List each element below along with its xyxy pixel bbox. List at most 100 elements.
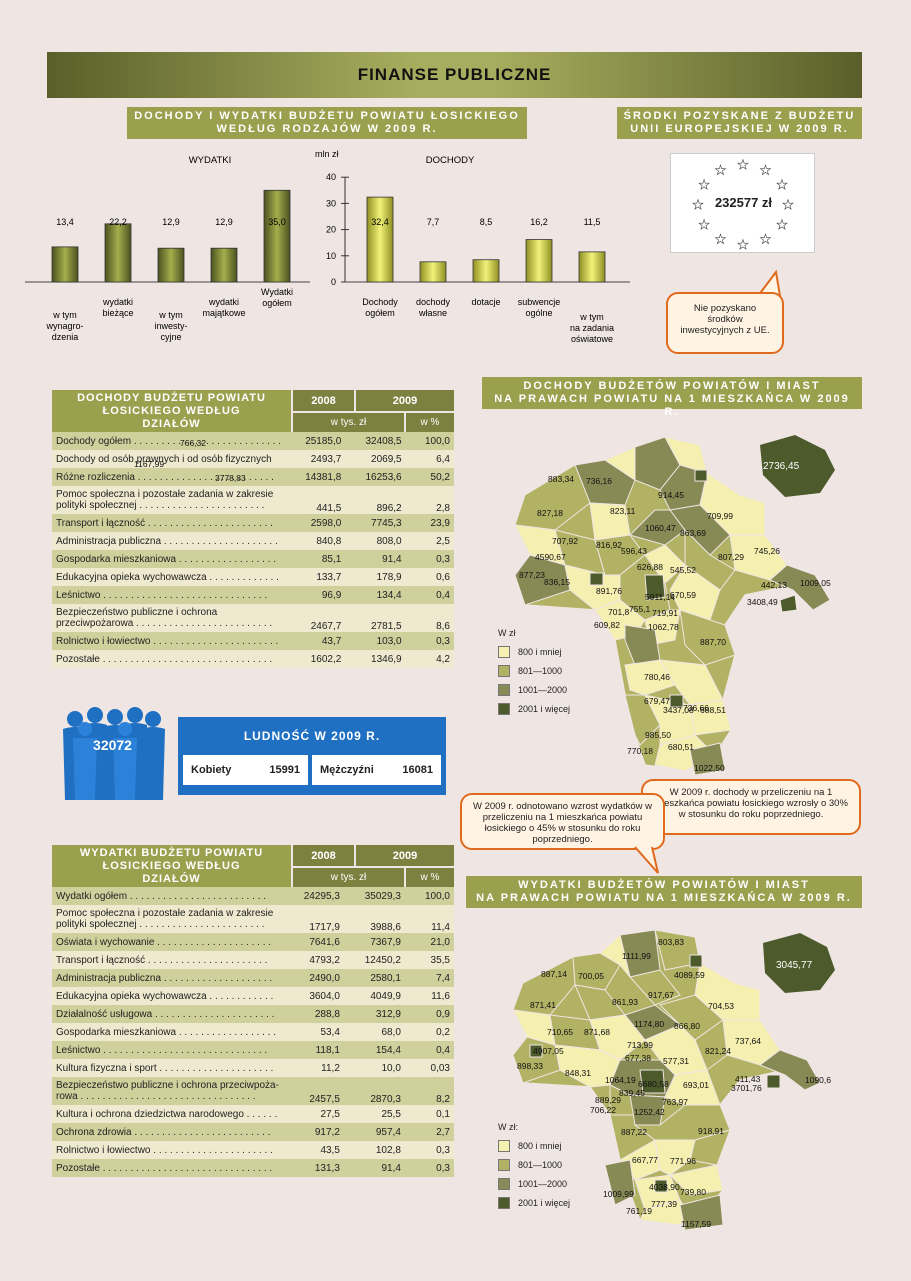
map2-legend-label: 1001—2000 — [518, 1178, 568, 1189]
category-label: dochody — [416, 297, 451, 307]
table-row: Działalność usługowa . . . . . . . . . .… — [52, 1005, 454, 1023]
map-value-label: 780,46 — [644, 672, 670, 682]
row-label: Oświata i wychowanie . . . . . . . . . .… — [52, 933, 283, 951]
map-value-label: 771,96 — [670, 1156, 696, 1166]
value-2009: 25,5 — [343, 1105, 405, 1123]
map-value-label: 1167,99 — [134, 459, 165, 469]
income-map — [514, 435, 835, 776]
star-icon: ★ — [776, 218, 788, 233]
eu-amount: 232577 zł — [714, 195, 773, 210]
value-2008: 27,5 — [282, 1105, 344, 1123]
map-value-label: 889,29 — [595, 1095, 621, 1105]
expenses-table-body: Wydatki ogółem . . . . . . . . . . . . .… — [52, 887, 454, 1177]
map-value-label: 3437,08 — [663, 705, 694, 715]
value-pct: 6,4 — [405, 450, 454, 468]
people-icon — [63, 707, 165, 800]
table-row: Pozostałe . . . . . . . . . . . . . . . … — [52, 650, 454, 668]
value-2009: 4049,9 — [343, 987, 405, 1005]
table-row: Transport i łączność . . . . . . . . . .… — [52, 514, 454, 532]
table-row: Pozostałe . . . . . . . . . . . . . . . … — [52, 1159, 454, 1177]
map-value-label: 836,15 — [544, 577, 570, 587]
map-value-label: 739,80 — [680, 1187, 706, 1197]
map2-legend-item: 1001—2000 — [498, 1174, 588, 1193]
value-pct: 8,2 — [404, 1077, 454, 1105]
map-value-label: 688,51 — [700, 705, 726, 715]
value-2008: 53,4 — [282, 1023, 344, 1041]
category-label: Dochody — [362, 297, 398, 307]
map-value-label: 626,88 — [637, 562, 663, 572]
map2-legend-item: 801—1000 — [498, 1155, 588, 1174]
map-value-label: 736,16 — [586, 476, 612, 486]
value-2008: 25185,0 — [285, 432, 346, 450]
map2-legend-title: W zł: — [498, 1122, 518, 1132]
value-pct: 100,0 — [405, 432, 454, 450]
table-row: Leśnictwo . . . . . . . . . . . . . . . … — [52, 586, 454, 604]
y-tick-label: 40 — [326, 172, 336, 182]
row-label: Kultura i ochrona dziedzictwa narodowego… — [52, 1105, 283, 1123]
map-value-label: 1022,50 — [694, 763, 725, 773]
table-row: Rolnictwo i łowiectwo . . . . . . . . . … — [52, 1141, 454, 1159]
y-axis-unit: mln zł — [315, 149, 339, 159]
star-icon: ★ — [692, 198, 704, 213]
bar — [210, 247, 238, 283]
row-label: Pomoc społeczna i pozostałe zadania w za… — [52, 905, 283, 933]
bar — [263, 189, 291, 283]
bar-value-label: 32,4 — [371, 217, 389, 227]
category-label: ogółem — [365, 308, 395, 318]
star-icon: ★ — [715, 233, 727, 248]
value-2009: 896,2 — [345, 486, 406, 514]
map1-legend-label: 2001 i więcej — [518, 703, 571, 714]
value-2008: 131,3 — [282, 1159, 344, 1177]
map2-legend-label: 800 i mniej — [518, 1140, 562, 1151]
map-value-label: 1064,19 — [605, 1075, 636, 1085]
col-2009: 2009 — [354, 390, 454, 411]
row-label: Pomoc społeczna i pozostałe zadania w za… — [52, 486, 286, 514]
value-pct: 23,9 — [405, 514, 454, 532]
category-label: wydatki — [102, 297, 133, 307]
col-2009: 2009 — [354, 845, 454, 866]
value-2009: 35029,3 — [343, 887, 405, 905]
map-value-label: 1157,59 — [681, 1219, 712, 1229]
map-value-label: 866,80 — [674, 1021, 700, 1031]
map2-header-line1: WYDATKI BUDŻETÓW POWIATÓW I MIAST — [518, 879, 810, 891]
eu-header-line1: ŚRODKI POZYSKANE Z BUDŻETU — [623, 110, 856, 122]
table-row: Wydatki ogółem . . . . . . . . . . . . .… — [52, 887, 454, 905]
table-row: Rolnictwo i łowiectwo . . . . . . . . . … — [52, 632, 454, 650]
value-2009: 2870,3 — [343, 1077, 405, 1105]
col-2008: 2008 — [291, 390, 354, 411]
eu-note-callout: Nie pozyskano środków inwestycyjnych z U… — [666, 292, 784, 354]
income-growth-callout: W 2009 r. dochody w przeliczeniu na 1 mi… — [641, 779, 861, 835]
map-value-label: 719,91 — [652, 608, 678, 618]
table-row: Edukacyjna opieka wychowawcza . . . . . … — [52, 987, 454, 1005]
row-label: Ochrona zdrowia . . . . . . . . . . . . … — [52, 1123, 283, 1141]
map-value-label: 839,45 — [619, 1088, 645, 1098]
col-pct: w % — [404, 413, 454, 432]
map-value-label: 887,14 — [541, 969, 567, 979]
value-2009: 154,4 — [343, 1041, 405, 1059]
map-value-label: 693,01 — [683, 1080, 709, 1090]
value-2008: 1602,2 — [285, 650, 346, 668]
map-value-label: 5911,14 — [645, 592, 676, 602]
value-pct: 0,3 — [404, 1141, 454, 1159]
value-2008: 7641,6 — [282, 933, 344, 951]
map1-legend-label: 801—1000 — [518, 665, 563, 676]
map-value-label: 442,13 — [761, 580, 787, 590]
bar-value-label: 8,5 — [480, 217, 493, 227]
table-row: Ochrona zdrowia . . . . . . . . . . . . … — [52, 1123, 454, 1141]
map-value-label: 777,39 — [651, 1199, 677, 1209]
value-pct: 0,03 — [404, 1059, 454, 1077]
value-2009: 2781,5 — [345, 604, 406, 632]
y-tick-label: 20 — [326, 225, 336, 235]
value-pct: 2,7 — [404, 1123, 454, 1141]
row-label: Administracja publiczna . . . . . . . . … — [52, 532, 286, 550]
value-pct: 7,4 — [404, 969, 454, 987]
category-label: ogółem — [262, 298, 292, 308]
table-row: Pomoc społeczna i pozostałe zadania w za… — [52, 905, 454, 933]
group-title: DOCHODY — [426, 155, 475, 166]
map1-legend-label: 1001—2000 — [518, 684, 568, 695]
row-label: Leśnictwo . . . . . . . . . . . . . . . … — [52, 1041, 283, 1059]
value-2009: 808,0 — [345, 532, 406, 550]
value-2009: 312,9 — [343, 1005, 405, 1023]
map2-header: WYDATKI BUDŻETÓW POWIATÓW I MIAST NA PRA… — [466, 876, 862, 908]
category-label: cyjne — [160, 332, 181, 342]
